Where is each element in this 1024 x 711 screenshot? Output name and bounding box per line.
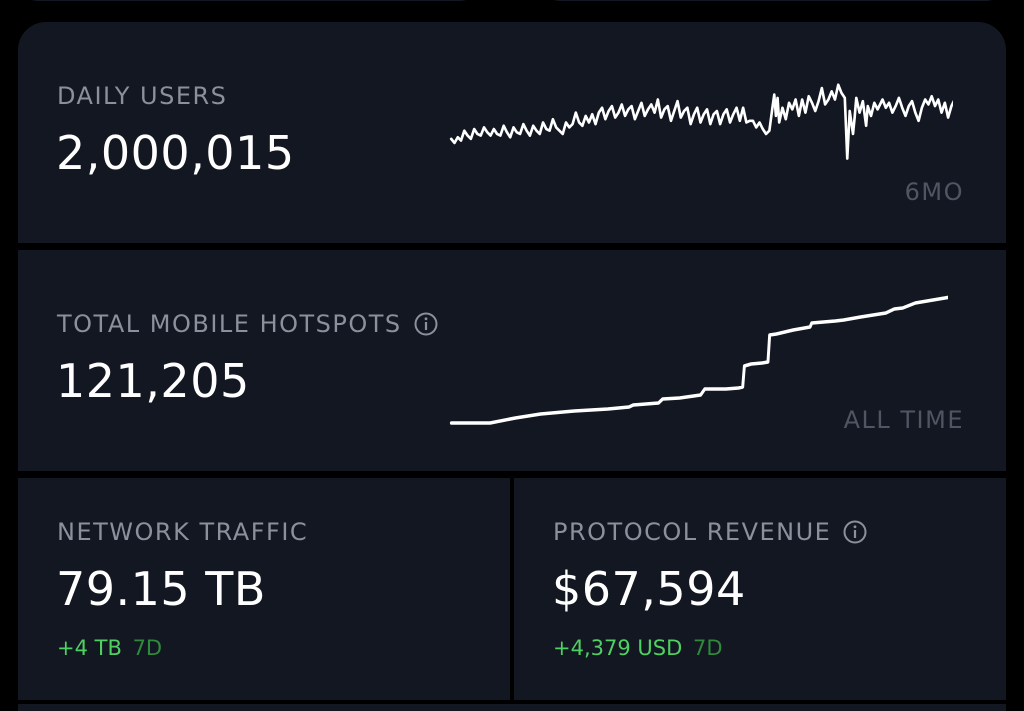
- daily-users-label-text: DAILY USERS: [57, 82, 228, 110]
- mobile-hotspots-value: 121,205: [56, 354, 250, 408]
- protocol-revenue-delta-period: 7D: [692, 636, 723, 660]
- mobile-hotspots-card[interactable]: TOTAL MOBILE HOTSPOTS 121,205 ALL TIME: [18, 250, 1006, 471]
- info-icon[interactable]: [843, 520, 867, 544]
- mobile-hotspots-sparkline-path: [449, 295, 948, 425]
- network-traffic-label: NETWORK TRAFFIC: [57, 518, 308, 546]
- daily-users-sparkline: [449, 83, 953, 160]
- network-traffic-label-text: NETWORK TRAFFIC: [57, 518, 309, 546]
- mobile-hotspots-label: TOTAL MOBILE HOTSPOTS: [57, 310, 438, 338]
- network-traffic-delta-period: 7D: [132, 636, 163, 660]
- network-traffic-value: 79.15 TB: [56, 562, 266, 616]
- protocol-revenue-value: $67,594: [552, 562, 746, 616]
- protocol-revenue-label: PROTOCOL REVENUE: [553, 518, 867, 546]
- protocol-revenue-label-text: PROTOCOL REVENUE: [553, 518, 832, 546]
- mobile-hotspots-sparkline: [449, 295, 948, 425]
- card-fragment-left: [18, 0, 480, 1]
- network-traffic-card[interactable]: NETWORK TRAFFIC 79.15 TB +4 TB 7D: [18, 478, 510, 700]
- info-icon[interactable]: [414, 312, 438, 336]
- daily-users-value: 2,000,015: [56, 126, 295, 180]
- protocol-revenue-delta: +4,379 USD 7D: [553, 636, 722, 660]
- network-traffic-delta-amount: +4 TB: [57, 636, 122, 660]
- network-traffic-delta: +4 TB 7D: [57, 636, 162, 660]
- daily-users-period[interactable]: 6MO: [904, 178, 964, 206]
- mobile-hotspots-period[interactable]: ALL TIME: [843, 406, 964, 434]
- card-fragment-right: [540, 0, 1006, 1]
- next-card-fragment: [18, 704, 1006, 711]
- daily-users-card[interactable]: DAILY USERS 2,000,015 6MO: [18, 22, 1006, 243]
- mobile-hotspots-label-text: TOTAL MOBILE HOTSPOTS: [57, 310, 402, 338]
- daily-users-sparkline-path: [449, 83, 953, 160]
- daily-users-label: DAILY USERS: [57, 82, 227, 110]
- protocol-revenue-delta-amount: +4,379 USD: [553, 636, 683, 660]
- protocol-revenue-card[interactable]: PROTOCOL REVENUE $67,594 +4,379 USD 7D: [514, 478, 1006, 700]
